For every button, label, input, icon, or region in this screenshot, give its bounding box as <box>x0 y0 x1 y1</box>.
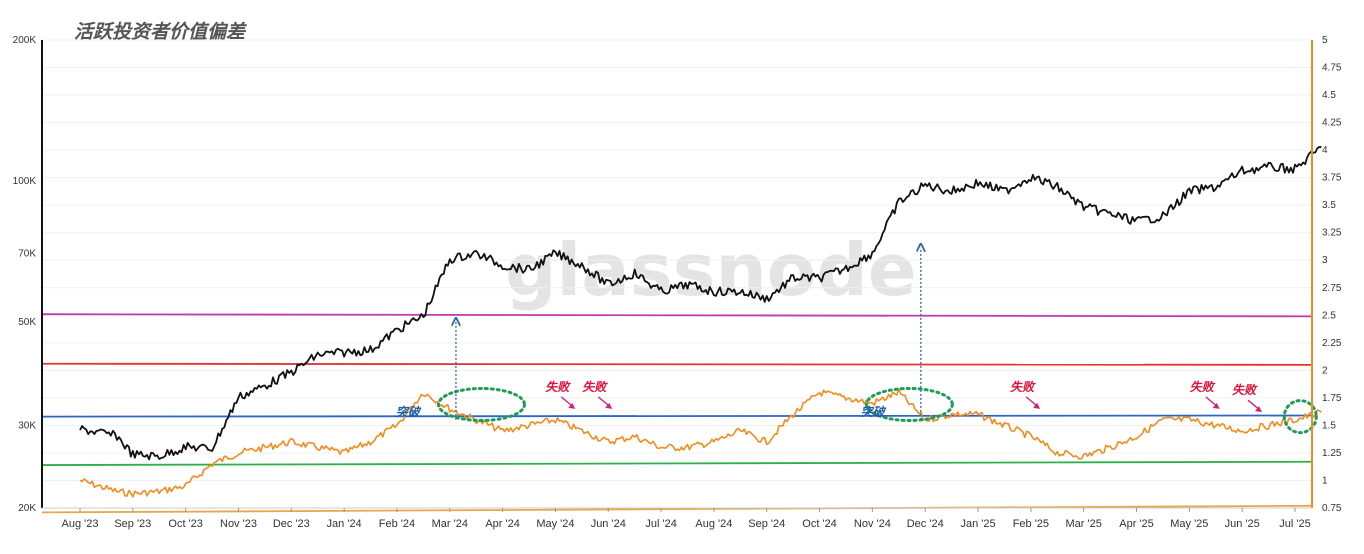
band-line <box>41 414 1313 418</box>
y-left-tick-label: 50K <box>18 317 36 328</box>
x-tick-label: May '25 <box>1170 518 1208 530</box>
y-left-tick-label: 30K <box>18 421 36 432</box>
x-tick-label: Mar '25 <box>1066 518 1102 530</box>
y-right-tick-label: 4.25 <box>1322 118 1342 129</box>
fail-label: 失败 <box>545 380 571 394</box>
x-tick-label: Apr '24 <box>485 518 520 530</box>
highlight-ellipse <box>436 386 526 422</box>
y-right-tick-label: 3.25 <box>1322 228 1342 239</box>
fail-arrowhead <box>568 402 576 409</box>
y-right-tick-label: 1 <box>1322 475 1328 486</box>
fail-label: 失败 <box>1010 380 1036 394</box>
x-tick-label: Aug '24 <box>695 518 732 530</box>
x-tick-label: Nov '23 <box>220 518 257 530</box>
x-tick-label: Apr '25 <box>1119 518 1154 530</box>
x-tick-label: Jun '24 <box>591 518 626 530</box>
x-tick-label: Jun '25 <box>1225 518 1260 530</box>
fail-arrowhead <box>605 402 613 409</box>
x-tick-label: Dec '24 <box>907 518 944 530</box>
y-right-tick-label: 0.75 <box>1322 503 1342 514</box>
y-right-tick-label: 2.5 <box>1322 310 1336 321</box>
band-line <box>41 504 1313 514</box>
x-tick-label: Jul '25 <box>1279 518 1310 530</box>
y-right-tick-label: 1.25 <box>1322 448 1342 459</box>
x-tick-label: Feb '24 <box>379 518 415 530</box>
x-tick-label: Feb '25 <box>1013 518 1049 530</box>
y-right-tick-label: 3.5 <box>1322 200 1336 211</box>
y-right-tick-label: 3 <box>1322 255 1328 266</box>
y-right-tick-label: 2.75 <box>1322 283 1342 294</box>
fail-arrowhead <box>1033 402 1041 409</box>
chart-title: 活跃投资者价值偏差 <box>74 21 246 43</box>
y-right-tick-label: 2 <box>1322 365 1328 376</box>
fail-label: 失败 <box>1190 380 1216 394</box>
watermark: glassnode <box>505 228 917 312</box>
y-right-tick-label: 3.75 <box>1322 173 1342 184</box>
y-left-tick-label: 20K <box>18 503 36 514</box>
y-right-tick-label: 4.5 <box>1322 90 1336 101</box>
x-tick-label: Sep '23 <box>114 518 151 530</box>
highlight-ellipse <box>1282 399 1318 435</box>
x-tick-label: Dec '23 <box>273 518 310 530</box>
ratio-line <box>79 388 1322 498</box>
y-left-tick-label: 70K <box>18 248 36 259</box>
band-line <box>41 460 1313 466</box>
y-right-tick-label: 5 <box>1322 35 1328 46</box>
breakout-label: 突破 <box>861 405 887 419</box>
fail-label: 失败 <box>582 380 608 394</box>
x-tick-label: Aug '23 <box>62 518 99 530</box>
y-right-tick-label: 4 <box>1322 145 1328 156</box>
band-line <box>41 362 1313 366</box>
x-tick-label: Jan '24 <box>327 518 362 530</box>
x-tick-label: May '24 <box>536 518 574 530</box>
highlight-ellipse <box>864 386 954 422</box>
y-right-tick-label: 1.75 <box>1322 393 1342 404</box>
x-tick-label: Jan '25 <box>960 518 995 530</box>
x-tick-label: Oct '23 <box>168 518 203 530</box>
y-left-tick-label: 100K <box>13 176 37 187</box>
x-tick-label: Jul '24 <box>645 518 676 530</box>
y-right-tick-label: 2.25 <box>1322 338 1342 349</box>
fail-label: 失败 <box>1232 383 1258 397</box>
y-right-tick-label: 4.75 <box>1322 63 1342 74</box>
x-tick-label: Nov '24 <box>854 518 891 530</box>
fail-arrowhead <box>1212 402 1220 409</box>
y-right-tick-label: 1.5 <box>1322 420 1336 431</box>
breakout-label: 突破 <box>396 405 422 419</box>
x-tick-label: Mar '24 <box>432 518 468 530</box>
x-tick-label: Sep '24 <box>748 518 785 530</box>
x-tick-label: Oct '24 <box>802 518 837 530</box>
fail-arrowhead <box>1255 406 1263 413</box>
price-line <box>79 146 1322 461</box>
band-line <box>41 313 1313 318</box>
y-left-tick-label: 200K <box>13 35 37 46</box>
